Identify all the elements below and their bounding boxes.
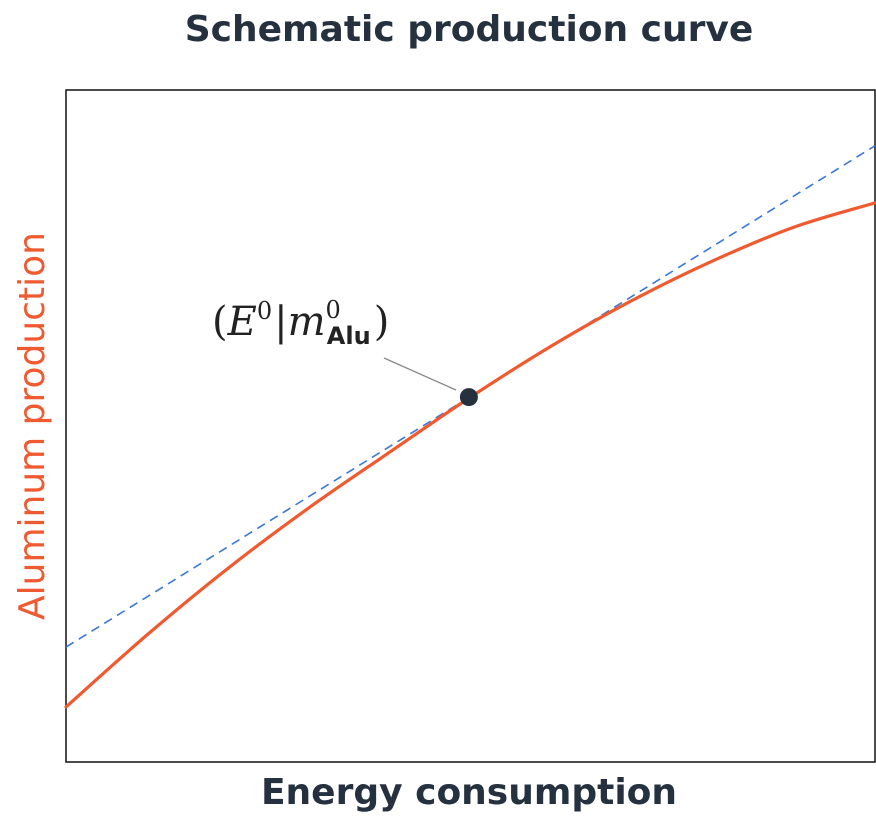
point-annotation: (E0|m0 Alu)	[212, 296, 389, 350]
annotation-mass-superscript: 0	[326, 296, 341, 324]
production-curve-line	[64, 201, 876, 709]
annotation-leader-line	[383, 357, 457, 391]
tangent-line	[65, 145, 876, 648]
annotation-energy-symbol: E	[227, 299, 257, 345]
plot-marks	[64, 145, 876, 709]
annotation-close-paren: )	[374, 299, 390, 345]
annotation-mass-symbol: m	[288, 299, 326, 345]
y-axis-label: Aluminum production	[12, 232, 53, 620]
operating-point-marker	[459, 388, 478, 407]
annotation-energy-superscript: 0	[257, 297, 272, 325]
annotation-open-paren: (	[212, 299, 228, 345]
chart-title: Schematic production curve	[185, 9, 754, 50]
annotation-separator: |	[274, 299, 287, 345]
annotation-mass-subscript: Alu	[327, 322, 371, 350]
plot-frame	[65, 89, 876, 763]
x-axis-label: Energy consumption	[261, 772, 677, 813]
